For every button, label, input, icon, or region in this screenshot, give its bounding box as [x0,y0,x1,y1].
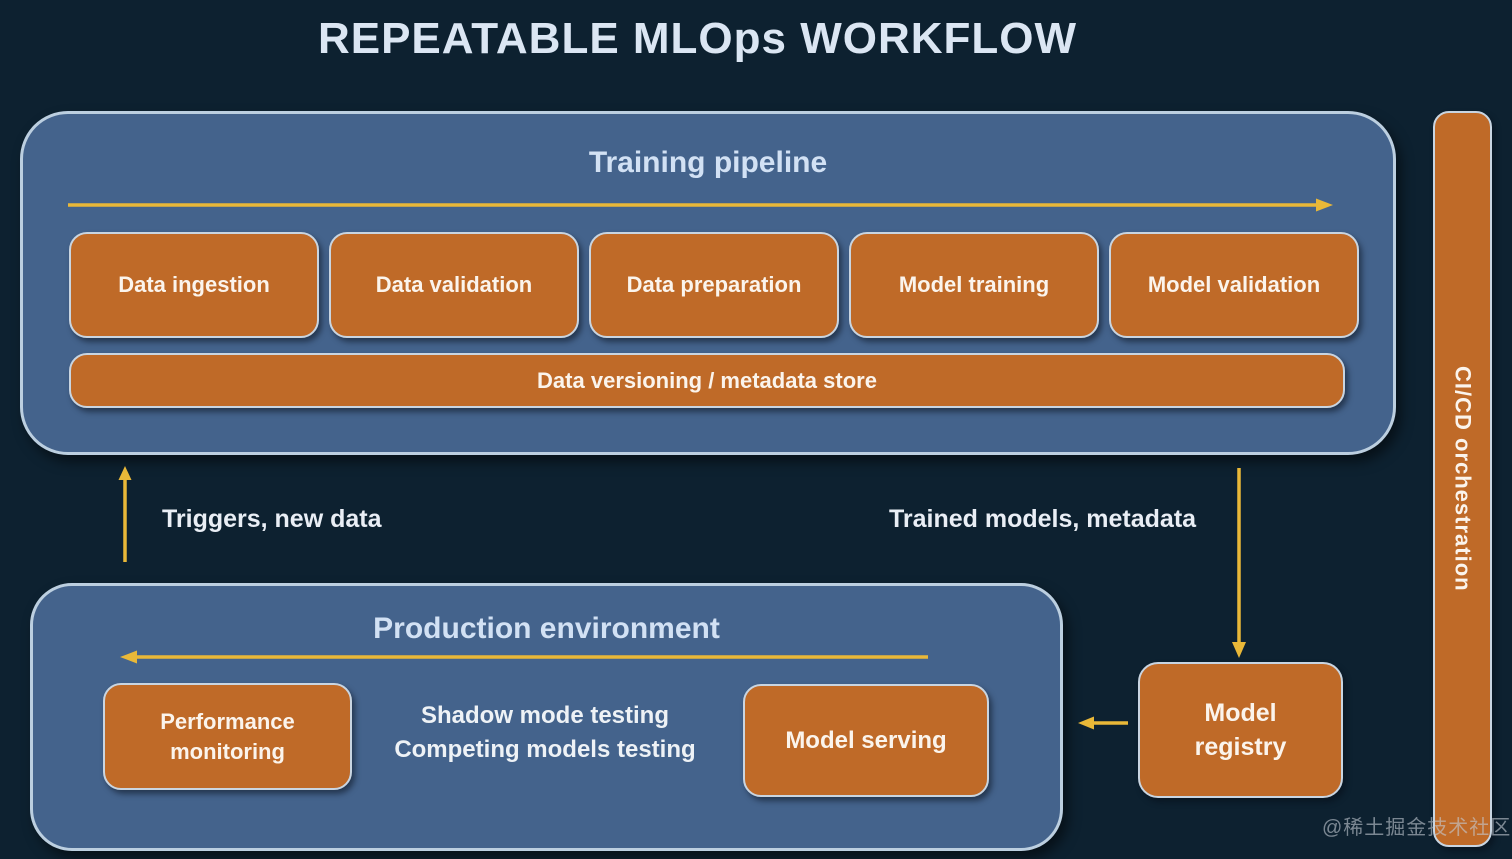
performance-monitoring-box: Performance monitoring [103,683,352,790]
training-pipeline-title: Training pipeline [588,146,828,179]
testing-text-block: Shadow mode testing Competing models tes… [380,699,710,767]
page-title: REPEATABLE MLOps WORKFLOW [317,14,1078,63]
trained-models-down-arrow [1232,468,1246,658]
trained-models-metadata-label: Trained models, metadata [889,505,1197,533]
shadow-mode-testing-line: Shadow mode testing [420,702,669,729]
data-versioning-store-bar: Data versioning / metadata store [69,353,1345,408]
model-serving-box: Model serving [743,684,989,797]
stage-model-validation: Model validation [1109,232,1359,338]
training-pipeline-panel: Training pipeline Data ingestion Data va… [20,111,1396,455]
production-flow-left-arrow [120,650,928,664]
triggers-up-arrow [118,466,132,562]
stage-data-preparation: Data preparation [589,232,839,338]
watermark: @稀土掘金技术社区 [1322,817,1512,839]
stage-data-validation: Data validation [329,232,579,338]
model-registry-line1: Model [1204,699,1277,727]
cicd-orchestration-bar: CI/CD orchestration [1433,111,1492,847]
model-registry-line2: registry [1194,733,1287,761]
performance-monitoring-line2: monitoring [170,738,285,764]
stage-data-ingestion: Data ingestion [69,232,319,338]
training-stage-row: Data ingestion Data validation Data prep… [69,232,1359,338]
production-environment-title: Production environment [373,612,720,645]
triggers-new-data-label: Triggers, new data [162,505,382,533]
registry-to-production-arrow [1078,716,1128,730]
cicd-orchestration-label: CI/CD orchestration [1450,366,1476,592]
training-flow-right-arrow [68,198,1333,212]
competing-models-testing-line: Competing models testing [394,736,696,763]
performance-monitoring-line1: Performance [160,708,295,734]
model-registry-box: Model registry [1138,662,1343,798]
stage-model-training: Model training [849,232,1099,338]
